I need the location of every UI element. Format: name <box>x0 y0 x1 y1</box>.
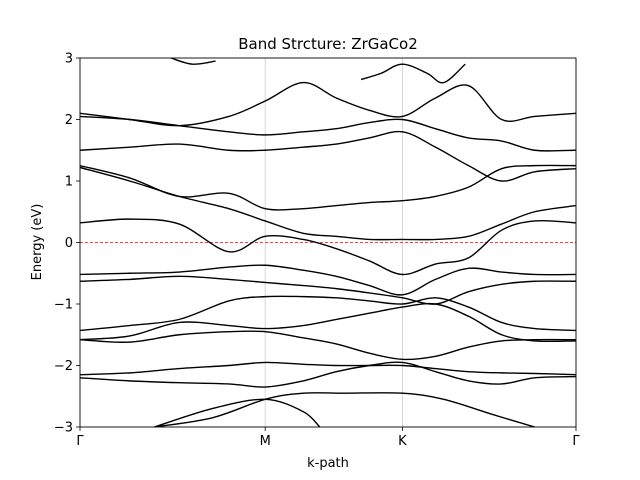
band-line <box>80 164 576 211</box>
band-line <box>80 115 576 152</box>
y-tick-label: −1 <box>54 298 73 313</box>
band-line <box>80 295 576 332</box>
x-axis-label: k-path <box>307 456 349 471</box>
x-tick-label: M <box>260 434 271 449</box>
y-tick-label: 0 <box>65 236 73 251</box>
y-tick-label: 1 <box>65 175 73 190</box>
y-tick-label: 2 <box>65 113 73 128</box>
plot-frame <box>79 57 577 428</box>
band-line <box>80 130 576 182</box>
chart-title: Band Strcture: ZrGaCo2 <box>238 35 418 53</box>
band-lines <box>80 58 576 427</box>
band-line <box>154 398 321 427</box>
y-tick-label: −3 <box>54 421 73 436</box>
band-line <box>80 264 576 296</box>
y-tick-label: −2 <box>54 359 73 374</box>
band-line <box>80 361 576 376</box>
x-tick-label: K <box>398 434 407 449</box>
x-tick-label: Γ <box>76 434 84 449</box>
band-line <box>80 275 576 305</box>
band-line <box>154 392 535 427</box>
x-tick-label: Γ <box>572 434 580 449</box>
band-line <box>80 166 576 241</box>
band-line <box>80 81 576 127</box>
band-line <box>80 361 576 388</box>
y-tick-label: 3 <box>65 52 73 67</box>
y-axis-label: Energy (eV) <box>30 204 45 281</box>
band-line <box>80 330 576 361</box>
band-line <box>80 218 576 276</box>
band-line <box>80 302 576 343</box>
band-line <box>360 63 466 84</box>
band-line <box>170 58 216 65</box>
